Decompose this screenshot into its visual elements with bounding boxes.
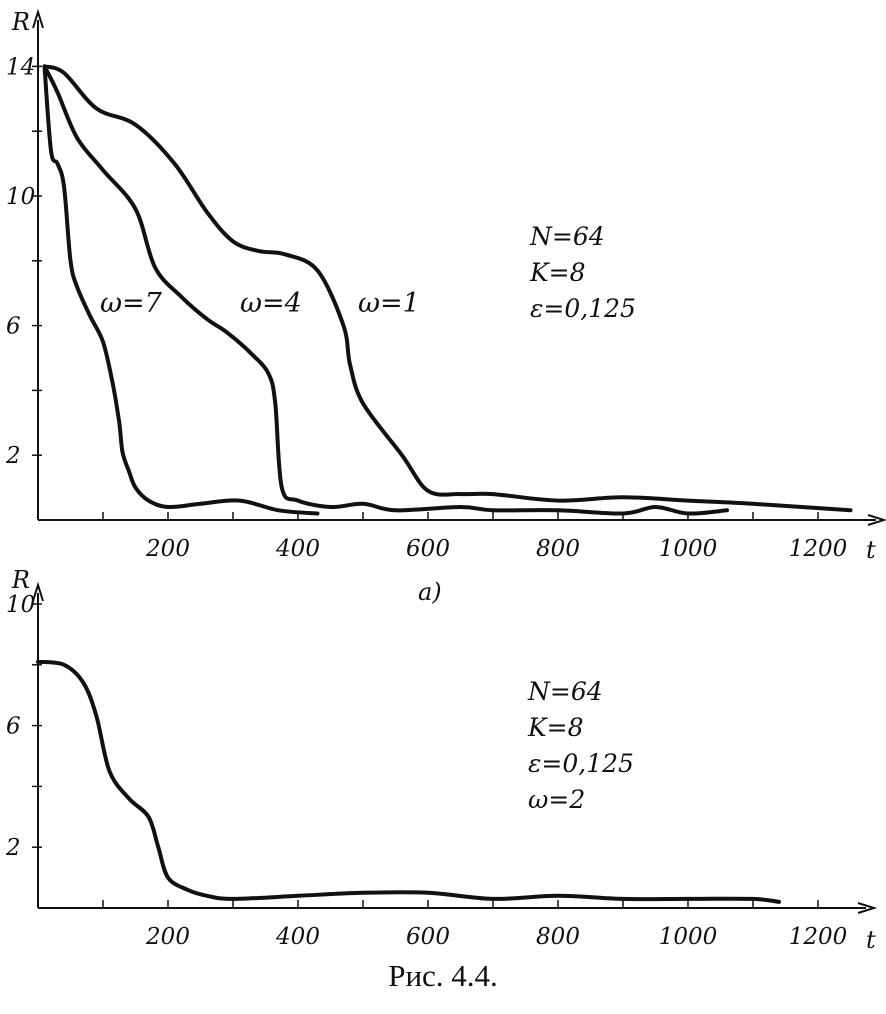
x-tick-label: 200: [145, 536, 190, 562]
x-tick-label: 800: [536, 536, 580, 562]
series-line: [42, 64, 320, 516]
figure-caption: Рис. 4.4.: [388, 958, 498, 993]
annotation-line: ω=2: [528, 785, 585, 814]
x-axis-arrow: [857, 902, 878, 914]
x-tick-label: 800: [536, 924, 580, 950]
y-tick-label: 2: [5, 835, 21, 861]
x-tick-label: 200: [145, 924, 190, 950]
y-axis-label: R: [11, 566, 30, 594]
series-label: ω=7: [100, 288, 163, 319]
y-tick-label: 6: [6, 314, 21, 340]
x-axis-arrow: [867, 514, 886, 526]
annotation-line: ε=0,125: [528, 749, 634, 778]
x-tick-label: 1000: [659, 924, 718, 950]
series-line: [42, 64, 853, 513]
x-tick-label: 1000: [659, 536, 718, 562]
x-tick-label: 1200: [789, 536, 848, 562]
panel-label: а): [418, 578, 442, 606]
y-axis-arrow: [32, 581, 44, 602]
annotation-line: N=64: [527, 677, 603, 706]
x-tick-label: 400: [275, 924, 320, 950]
series-label: ω=4: [240, 288, 302, 319]
y-tick-label: 14: [6, 54, 35, 80]
x-tick-label: 600: [406, 924, 450, 950]
annotation-line: N=64: [529, 222, 605, 251]
series-line: [42, 64, 729, 516]
x-axis-label: t: [866, 536, 876, 564]
chart-a: 200 400 600 800 1000 1200 2 6 10 14 Rt ω=7 ω=4 ω=1 N=6…: [5, 8, 886, 606]
y-tick-label: 6: [6, 714, 21, 740]
x-tick-label: 600: [406, 536, 450, 562]
x-tick-label: 400: [275, 536, 320, 562]
x-tick-label: 1200: [789, 924, 848, 950]
annotation-line: K=8: [529, 258, 586, 287]
y-tick-label: 10: [6, 592, 35, 618]
y-tick-label: 10: [6, 184, 35, 210]
x-axis-label: t: [866, 926, 876, 954]
y-tick-label: 2: [5, 443, 21, 469]
series-label: ω=1: [358, 288, 420, 319]
annotation-line: K=8: [527, 713, 584, 742]
y-axis-label: R: [11, 8, 30, 36]
series-line: [36, 659, 781, 904]
y-axis-arrow: [32, 8, 44, 29]
annotation-line: ε=0,125: [530, 294, 636, 323]
